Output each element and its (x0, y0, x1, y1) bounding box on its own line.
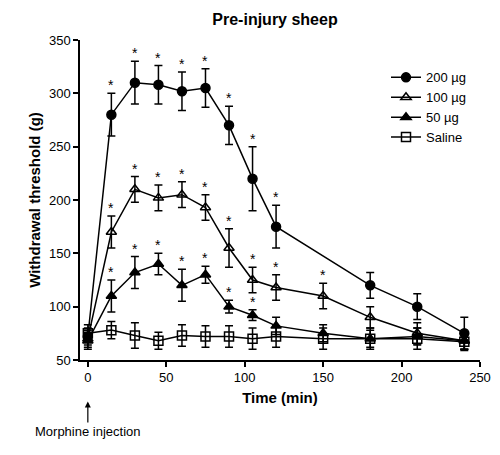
svg-text:*: * (132, 241, 138, 257)
svg-text:Pre-injury sheep: Pre-injury sheep (212, 11, 338, 28)
svg-text:*: * (250, 131, 256, 147)
svg-text:*: * (132, 161, 138, 177)
svg-text:Time (min): Time (min) (242, 389, 318, 406)
svg-text:50 µg: 50 µg (426, 110, 459, 125)
svg-text:250: 250 (49, 139, 71, 154)
svg-text:200: 200 (391, 370, 413, 385)
svg-text:*: * (202, 250, 208, 266)
svg-text:*: * (226, 284, 232, 300)
svg-text:100: 100 (234, 370, 256, 385)
svg-text:*: * (155, 50, 161, 66)
svg-text:*: * (320, 267, 326, 283)
svg-text:*: * (226, 213, 232, 229)
svg-text:50: 50 (56, 353, 70, 368)
svg-text:100: 100 (49, 299, 71, 314)
svg-text:350: 350 (49, 33, 71, 48)
svg-text:*: * (226, 90, 232, 106)
svg-text:*: * (250, 294, 256, 310)
svg-text:*: * (250, 251, 256, 267)
svg-text:50: 50 (159, 370, 173, 385)
svg-text:*: * (179, 56, 185, 72)
svg-text:Withdrawal threshold (g): Withdrawal threshold (g) (26, 112, 43, 288)
svg-text:*: * (273, 259, 279, 275)
svg-text:*: * (202, 179, 208, 195)
svg-text:*: * (179, 253, 185, 269)
svg-text:150: 150 (312, 370, 334, 385)
svg-text:100 µg: 100 µg (426, 90, 466, 105)
svg-text:0: 0 (84, 370, 91, 385)
svg-text:*: * (132, 45, 138, 61)
svg-text:250: 250 (469, 370, 491, 385)
svg-text:*: * (108, 264, 114, 280)
svg-text:300: 300 (49, 86, 71, 101)
svg-text:200: 200 (49, 193, 71, 208)
svg-text:*: * (155, 237, 161, 253)
svg-text:Saline: Saline (426, 130, 462, 145)
svg-text:Morphine injection: Morphine injection (35, 424, 141, 439)
svg-text:*: * (202, 53, 208, 69)
svg-text:*: * (155, 169, 161, 185)
svg-text:*: * (179, 166, 185, 182)
svg-text:150: 150 (49, 246, 71, 261)
svg-text:*: * (273, 189, 279, 205)
svg-text:*: * (108, 77, 114, 93)
svg-text:200 µg: 200 µg (426, 70, 466, 85)
svg-text:*: * (108, 200, 114, 216)
